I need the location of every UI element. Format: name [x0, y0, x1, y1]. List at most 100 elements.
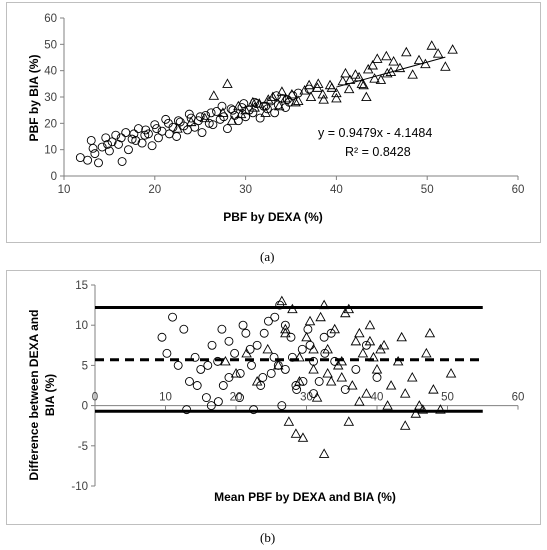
- data-point-circle: [213, 397, 223, 407]
- data-point-triangle: [396, 331, 407, 342]
- x-tick-label: 30: [239, 184, 252, 196]
- data-point-circle: [224, 336, 234, 346]
- data-point-circle: [195, 112, 205, 122]
- data-point-circle: [270, 312, 280, 322]
- data-point-triangle: [375, 343, 386, 354]
- x-axis-title-b: Mean PBF by DEXA and BIA (%): [214, 490, 396, 504]
- data-point-circle: [372, 373, 382, 382]
- data-point-triangle: [385, 380, 397, 390]
- data-point-triangle: [445, 368, 457, 378]
- data-point-circle: [127, 134, 137, 144]
- data-point-triangle: [311, 392, 323, 402]
- data-point-circle: [141, 125, 151, 135]
- data-point-circle: [150, 120, 160, 130]
- data-point-circle: [252, 340, 262, 350]
- data-point-triangle: [308, 343, 319, 354]
- y-tick-label: 40: [44, 66, 57, 78]
- data-point-circle: [86, 135, 96, 145]
- data-point-triangle: [260, 107, 271, 117]
- x-tick-label: 10: [58, 184, 71, 196]
- data-point-triangle: [326, 82, 338, 92]
- y-tick-label: -10: [71, 481, 88, 493]
- data-point-circle: [282, 95, 292, 105]
- data-point-circle: [185, 377, 194, 386]
- data-point-triangle: [172, 123, 183, 133]
- x-tick-label: 40: [330, 184, 343, 196]
- data-point-triangle: [251, 376, 263, 386]
- data-point-circle: [131, 135, 141, 145]
- data-point-circle: [241, 112, 251, 122]
- data-point-triangle: [381, 50, 392, 61]
- data-point-circle: [101, 133, 111, 143]
- y-tick-label: 60: [44, 13, 57, 25]
- y-tick-label: 50: [44, 39, 57, 51]
- y-tick-label: 30: [44, 92, 57, 104]
- x-tick-label: 10: [159, 392, 172, 404]
- x-tick-label: 30: [300, 392, 313, 404]
- data-point-triangle: [336, 372, 348, 382]
- data-point-circle: [190, 352, 200, 362]
- data-point-triangle: [304, 315, 316, 326]
- data-point-circle: [140, 130, 150, 140]
- data-point-triangle: [371, 363, 383, 374]
- data-point-circle: [172, 132, 182, 141]
- data-point-circle: [192, 381, 202, 390]
- data-point-circle: [248, 108, 258, 118]
- data-point-circle: [103, 139, 113, 149]
- data-point-circle: [213, 356, 223, 366]
- data-point-circle: [206, 401, 216, 411]
- data-point-triangle: [317, 88, 329, 99]
- data-point-triangle: [222, 78, 233, 88]
- data-point-circle: [218, 381, 228, 390]
- y-tick-label: 10: [75, 320, 88, 332]
- data-point-circle: [107, 137, 117, 147]
- chart-panel-a: [6, 2, 541, 243]
- data-point-circle: [259, 328, 269, 338]
- data-point-triangle: [421, 347, 432, 358]
- data-point-triangle: [364, 335, 376, 346]
- data-point-triangle: [343, 303, 355, 314]
- data-point-circle: [173, 116, 183, 126]
- data-point-circle: [90, 149, 100, 159]
- data-point-circle: [88, 143, 98, 153]
- data-point-triangle: [318, 94, 329, 104]
- data-point-triangle: [290, 428, 302, 438]
- data-point-triangle: [354, 327, 365, 338]
- data-point-triangle: [276, 86, 288, 96]
- data-point-triangle: [364, 319, 376, 330]
- data-point-circle: [203, 360, 213, 370]
- data-point-circle: [114, 139, 123, 149]
- data-point-circle: [153, 133, 163, 143]
- data-point-circle: [196, 364, 206, 374]
- data-point-triangle: [305, 91, 317, 102]
- data-point-circle: [226, 104, 236, 114]
- data-point-triangle: [287, 303, 298, 314]
- data-point-circle: [173, 360, 183, 370]
- data-point-triangle: [294, 376, 305, 386]
- data-point-triangle: [208, 90, 220, 100]
- data-point-triangle: [382, 400, 393, 410]
- data-point-circle: [258, 373, 268, 382]
- data-point-triangle: [303, 79, 315, 90]
- data-point-circle: [255, 113, 265, 123]
- data-point-circle: [235, 393, 244, 403]
- data-point-triangle: [447, 44, 458, 54]
- data-point-triangle: [286, 88, 298, 99]
- data-point-triangle: [354, 396, 365, 406]
- data-point-circle: [217, 324, 227, 334]
- data-point-circle: [157, 332, 167, 342]
- data-point-triangle: [280, 323, 291, 334]
- data-point-circle: [152, 124, 162, 134]
- data-point-circle: [303, 324, 313, 334]
- x-tick-label: 50: [441, 392, 454, 404]
- y-tick-label: 15: [75, 280, 88, 292]
- x-axis-title-a: PBF by DEXA (%): [223, 210, 323, 224]
- data-point-triangle: [350, 69, 361, 79]
- data-point-circle: [179, 324, 189, 334]
- data-point-triangle: [336, 355, 348, 366]
- data-point-triangle: [324, 79, 336, 90]
- data-point-circle: [147, 141, 157, 151]
- data-point-triangle: [343, 416, 355, 426]
- data-point-triangle: [329, 323, 340, 334]
- data-point-triangle: [367, 59, 378, 70]
